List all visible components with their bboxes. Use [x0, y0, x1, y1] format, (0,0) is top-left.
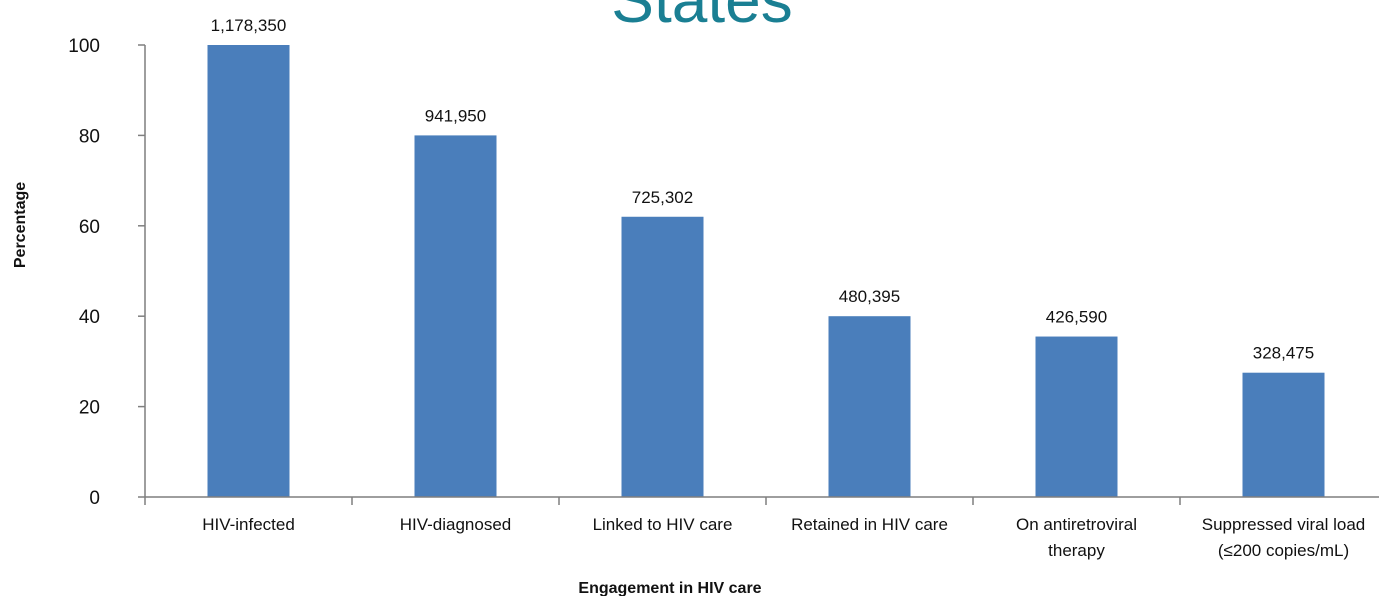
bar-data-label: 941,950 — [425, 106, 486, 125]
bar — [1242, 372, 1325, 497]
x-category-label: Retained in HIV care — [791, 515, 948, 534]
x-category-label: (≤200 copies/mL) — [1218, 541, 1349, 560]
bar-data-label: 480,395 — [839, 287, 900, 306]
x-category-label: Suppressed viral load — [1202, 515, 1365, 534]
axes-group: 0 20 40 60 80 100 HIV-infected HIV-diagnosed Lin… — [68, 36, 1379, 560]
x-category-label: Linked to HIV care — [593, 515, 733, 534]
bar — [621, 216, 704, 497]
y-tick-label: 60 — [79, 217, 100, 238]
y-tick-label: 40 — [79, 307, 100, 328]
x-category-label: HIV-diagnosed — [400, 515, 512, 534]
bar — [1035, 336, 1118, 497]
x-category-label: On antiretroviral — [1016, 515, 1137, 534]
bar — [414, 135, 497, 497]
x-category-label: HIV-infected — [202, 515, 295, 534]
bar-data-label: 725,302 — [632, 188, 693, 207]
chart-title: States — [611, 0, 792, 36]
y-tick-label: 80 — [79, 126, 100, 147]
y-tick-label: 100 — [68, 36, 100, 57]
bar-data-label: 328,475 — [1253, 344, 1314, 363]
y-tick-label: 0 — [89, 488, 100, 509]
bar — [828, 316, 911, 497]
bar — [207, 45, 290, 497]
bars-group: 1,178,350 941,950 725,302 480,395 426,590 328… — [207, 16, 1325, 497]
x-axis-title: Engagement in HIV care — [578, 580, 761, 596]
bar-data-label: 1,178,350 — [211, 16, 287, 35]
y-axis-title: Percentage — [12, 182, 29, 268]
x-category-label: therapy — [1048, 541, 1105, 560]
bar-data-label: 426,590 — [1046, 308, 1107, 327]
y-tick-label: 20 — [79, 398, 100, 419]
